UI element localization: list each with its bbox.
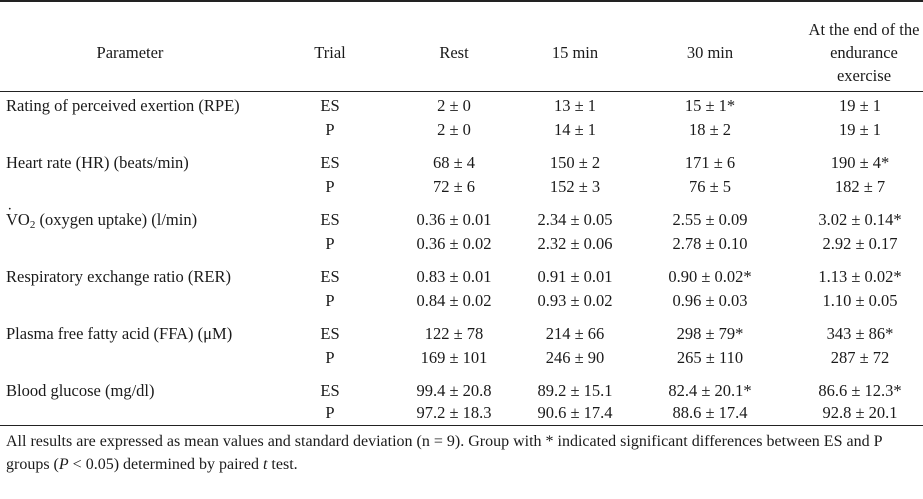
row-30-min: 76 ± 5	[688, 177, 732, 196]
vo2-label: (oxygen uptake) (l/min)	[35, 210, 198, 229]
row-15-min: 152 ± 3	[549, 177, 601, 196]
row-end: 1.10 ± 0.05	[822, 291, 898, 310]
row-trial: ES	[320, 267, 340, 286]
header-15-min: 15 min	[551, 43, 599, 62]
row-parameter: Blood glucose (mg/dl)	[6, 381, 155, 400]
row-rest: 97.2 ± 18.3	[416, 403, 492, 422]
footnote-text-2: < 0.05) determined by paired	[68, 456, 263, 473]
row-trial: ES	[320, 381, 340, 400]
header-rest: Rest	[439, 43, 469, 62]
row-trial: ES	[320, 96, 340, 115]
footnote-text-1: All results are expressed as mean values…	[6, 433, 882, 473]
table-row: Heart rate (HR) (beats/min) ES 68 ± 4 15…	[0, 151, 923, 175]
row-end: 182 ± 7	[834, 177, 886, 196]
table-footnote: All results are expressed as mean values…	[6, 430, 918, 476]
row-parameter: Plasma free fatty acid (FFA) (μM)	[6, 324, 233, 343]
header-divider-rule	[0, 91, 923, 92]
header-30-min: 30 min	[686, 43, 734, 62]
row-30-min: 88.6 ± 17.4	[672, 403, 748, 422]
table-row: P 169 ± 101 246 ± 90 265 ± 110 287 ± 72	[0, 346, 923, 370]
row-15-min: 0.91 ± 0.01	[537, 267, 613, 286]
header-end-of-exercise: At the end of the endurance exercise	[808, 20, 920, 85]
row-rest: 2 ± 0	[437, 120, 471, 139]
table-row: VO2 (oxygen uptake) (l/min) ES 0.36 ± 0.…	[0, 208, 923, 232]
footnote-p-italic: P	[58, 456, 69, 473]
row-rest: 0.83 ± 0.01	[416, 267, 492, 286]
row-end: 86.6 ± 12.3*	[818, 381, 902, 400]
table-row: Respiratory exchange ratio (RER) ES 0.83…	[0, 265, 923, 289]
row-15-min: 150 ± 2	[549, 153, 601, 172]
row-end: 3.02 ± 0.14*	[818, 210, 902, 229]
row-15-min: 2.34 ± 0.05	[537, 210, 613, 229]
row-trial: P	[325, 120, 335, 139]
table-row: Rating of perceived exertion (RPE) ES 2 …	[0, 94, 923, 118]
table-row: Blood glucose (mg/dl) ES 99.4 ± 20.8 89.…	[0, 379, 923, 403]
row-trial: P	[325, 403, 335, 422]
row-30-min: 0.96 ± 0.03	[672, 291, 748, 310]
table-row: Plasma free fatty acid (FFA) (μM) ES 122…	[0, 322, 923, 346]
row-trial: P	[325, 177, 335, 196]
row-trial: ES	[320, 324, 340, 343]
row-30-min: 2.78 ± 0.10	[672, 234, 748, 253]
row-30-min: 298 ± 79*	[676, 324, 744, 343]
table-row: P 97.2 ± 18.3 90.6 ± 17.4 88.6 ± 17.4 92…	[0, 401, 923, 425]
header-trial: Trial	[314, 43, 346, 62]
row-trial: ES	[320, 153, 340, 172]
row-trial: P	[325, 234, 335, 253]
row-rest: 2 ± 0	[437, 96, 471, 115]
row-trial: P	[325, 348, 335, 367]
row-end: 1.13 ± 0.02*	[818, 267, 902, 286]
row-15-min: 2.32 ± 0.06	[537, 234, 613, 253]
row-end: 19 ± 1	[838, 96, 882, 115]
row-30-min: 2.55 ± 0.09	[672, 210, 748, 229]
row-rest: 0.84 ± 0.02	[416, 291, 492, 310]
table-row: P 0.36 ± 0.02 2.32 ± 0.06 2.78 ± 0.10 2.…	[0, 232, 923, 256]
row-15-min: 0.93 ± 0.02	[537, 291, 613, 310]
table-row: P 0.84 ± 0.02 0.93 ± 0.02 0.96 ± 0.03 1.…	[0, 289, 923, 313]
footnote-text-3: test.	[267, 456, 298, 473]
row-trial: ES	[320, 210, 340, 229]
row-parameter: Rating of perceived exertion (RPE)	[6, 96, 240, 115]
footnote-t-italic: t	[262, 456, 268, 473]
o2-symbol: O	[17, 210, 30, 229]
row-15-min: 14 ± 1	[553, 120, 597, 139]
row-30-min: 18 ± 2	[688, 120, 732, 139]
row-end: 2.92 ± 0.17	[822, 234, 898, 253]
row-30-min: 15 ± 1*	[684, 96, 736, 115]
row-end: 287 ± 72	[830, 348, 890, 367]
row-parameter: Heart rate (HR) (beats/min)	[6, 153, 189, 172]
row-trial: P	[325, 291, 335, 310]
row-30-min: 82.4 ± 20.1*	[668, 381, 752, 400]
row-rest: 122 ± 78	[424, 324, 484, 343]
row-rest: 72 ± 6	[432, 177, 476, 196]
v-dot-symbol: V	[6, 210, 18, 229]
o2-subscript: 2	[29, 219, 36, 231]
row-15-min: 246 ± 90	[545, 348, 605, 367]
row-rest: 0.36 ± 0.01	[416, 210, 492, 229]
table-top-rule	[0, 0, 923, 2]
row-rest: 0.36 ± 0.02	[416, 234, 492, 253]
row-parameter: VO2 (oxygen uptake) (l/min)	[6, 208, 197, 232]
row-end: 190 ± 4*	[830, 153, 890, 172]
table-row: P 2 ± 0 14 ± 1 18 ± 2 19 ± 1	[0, 118, 923, 142]
row-rest: 169 ± 101	[420, 348, 488, 367]
row-parameter: Respiratory exchange ratio (RER)	[6, 267, 231, 286]
row-end: 343 ± 86*	[826, 324, 894, 343]
row-end: 92.8 ± 20.1	[822, 403, 898, 422]
row-30-min: 265 ± 110	[676, 348, 744, 367]
row-15-min: 90.6 ± 17.4	[537, 403, 613, 422]
row-rest: 68 ± 4	[432, 153, 476, 172]
row-rest: 99.4 ± 20.8	[416, 381, 492, 400]
row-end: 19 ± 1	[838, 120, 882, 139]
row-30-min: 0.90 ± 0.02*	[668, 267, 752, 286]
row-15-min: 13 ± 1	[553, 96, 597, 115]
row-15-min: 214 ± 66	[545, 324, 605, 343]
header-parameter: Parameter	[96, 43, 164, 62]
table-bottom-rule	[0, 425, 923, 426]
row-15-min: 89.2 ± 15.1	[537, 381, 613, 400]
row-30-min: 171 ± 6	[684, 153, 736, 172]
table-row: P 72 ± 6 152 ± 3 76 ± 5 182 ± 7	[0, 175, 923, 199]
